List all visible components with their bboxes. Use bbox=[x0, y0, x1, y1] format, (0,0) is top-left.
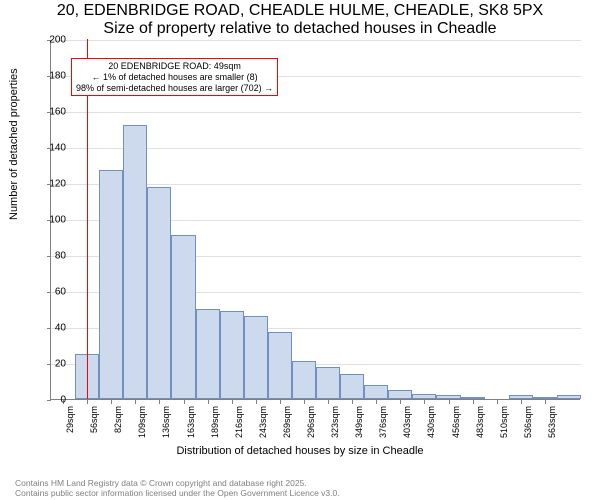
y-tick-label: 200 bbox=[36, 35, 66, 46]
gridline bbox=[51, 112, 581, 113]
histogram-bar bbox=[557, 395, 581, 399]
x-tick-label: 323sqm bbox=[330, 406, 340, 438]
footer-line-2: Contains public sector information licen… bbox=[15, 488, 340, 498]
x-tick-label: 29sqm bbox=[65, 406, 75, 433]
x-tick-label: 376sqm bbox=[378, 406, 388, 438]
histogram-bar bbox=[316, 367, 340, 399]
title-line-1: 20, EDENBRIDGE ROAD, CHEADLE HULME, CHEA… bbox=[0, 2, 600, 20]
x-tick-label: 563sqm bbox=[547, 406, 557, 438]
histogram-bar bbox=[244, 316, 268, 399]
plot-region: 20 EDENBRIDGE ROAD: 49sqm← 1% of detache… bbox=[50, 40, 580, 400]
y-tick-label: 160 bbox=[36, 107, 66, 118]
x-tick bbox=[256, 400, 257, 404]
gridline bbox=[51, 40, 581, 41]
x-tick-label: 136sqm bbox=[161, 406, 171, 438]
annotation-line: ← 1% of detached houses are smaller (8) bbox=[76, 72, 273, 83]
x-tick bbox=[87, 400, 88, 404]
histogram-bar bbox=[99, 170, 123, 399]
x-tick bbox=[280, 400, 281, 404]
y-tick-label: 40 bbox=[36, 323, 66, 334]
x-tick bbox=[111, 400, 112, 404]
x-tick bbox=[232, 400, 233, 404]
x-tick-label: 163sqm bbox=[186, 406, 196, 438]
x-tick-label: 430sqm bbox=[426, 406, 436, 438]
x-tick-label: 403sqm bbox=[402, 406, 412, 438]
y-tick-label: 140 bbox=[36, 143, 66, 154]
x-tick-label: 56sqm bbox=[89, 406, 99, 433]
x-tick-label: 82sqm bbox=[113, 406, 123, 433]
footer-line-1: Contains HM Land Registry data © Crown c… bbox=[15, 478, 340, 488]
x-tick bbox=[208, 400, 209, 404]
x-tick bbox=[135, 400, 136, 404]
x-tick bbox=[159, 400, 160, 404]
x-tick bbox=[449, 400, 450, 404]
x-tick bbox=[521, 400, 522, 404]
x-tick-label: 296sqm bbox=[306, 406, 316, 438]
x-tick-label: 456sqm bbox=[451, 406, 461, 438]
x-axis-label: Distribution of detached houses by size … bbox=[0, 445, 600, 457]
histogram-bar bbox=[171, 235, 195, 399]
histogram-bar bbox=[292, 361, 316, 399]
x-tick-label: 189sqm bbox=[210, 406, 220, 438]
histogram-bar bbox=[147, 187, 171, 399]
chart-title: 20, EDENBRIDGE ROAD, CHEADLE HULME, CHEA… bbox=[0, 2, 600, 38]
histogram-bar bbox=[412, 394, 436, 399]
histogram-bar bbox=[388, 390, 412, 399]
y-tick-label: 80 bbox=[36, 251, 66, 262]
histogram-bar bbox=[220, 311, 244, 399]
x-tick bbox=[184, 400, 185, 404]
x-tick bbox=[352, 400, 353, 404]
x-tick-label: 510sqm bbox=[499, 406, 509, 438]
histogram-bar bbox=[196, 309, 220, 399]
x-tick-label: 536sqm bbox=[523, 406, 533, 438]
annotation-line: 98% of semi-detached houses are larger (… bbox=[76, 83, 273, 94]
y-tick-label: 20 bbox=[36, 359, 66, 370]
x-tick bbox=[497, 400, 498, 404]
x-tick bbox=[545, 400, 546, 404]
y-tick-label: 60 bbox=[36, 287, 66, 298]
x-tick bbox=[328, 400, 329, 404]
footer-attribution: Contains HM Land Registry data © Crown c… bbox=[15, 478, 340, 498]
title-line-2: Size of property relative to detached ho… bbox=[0, 20, 600, 38]
y-tick-label: 180 bbox=[36, 71, 66, 82]
annotation-line: 20 EDENBRIDGE ROAD: 49sqm bbox=[76, 61, 273, 72]
histogram-bar bbox=[364, 385, 388, 399]
x-tick bbox=[304, 400, 305, 404]
y-axis-label: Number of detached properties bbox=[8, 68, 20, 220]
y-tick-label: 0 bbox=[36, 395, 66, 406]
x-tick-label: 349sqm bbox=[354, 406, 364, 438]
x-tick-label: 269sqm bbox=[282, 406, 292, 438]
x-tick bbox=[400, 400, 401, 404]
x-tick-label: 216sqm bbox=[234, 406, 244, 438]
histogram-bar bbox=[436, 395, 460, 399]
y-tick-label: 120 bbox=[36, 179, 66, 190]
histogram-bar bbox=[461, 397, 485, 399]
x-tick-label: 109sqm bbox=[137, 406, 147, 438]
histogram-bar bbox=[340, 374, 364, 399]
x-tick bbox=[473, 400, 474, 404]
histogram-bar bbox=[268, 332, 292, 399]
x-tick-label: 483sqm bbox=[475, 406, 485, 438]
x-tick bbox=[424, 400, 425, 404]
x-tick bbox=[376, 400, 377, 404]
histogram-bar bbox=[123, 125, 147, 399]
annotation-box: 20 EDENBRIDGE ROAD: 49sqm← 1% of detache… bbox=[71, 58, 278, 96]
histogram-bar bbox=[533, 397, 557, 399]
x-tick-label: 243sqm bbox=[258, 406, 268, 438]
histogram-bar bbox=[509, 395, 533, 399]
chart-plot-area: 20 EDENBRIDGE ROAD: 49sqm← 1% of detache… bbox=[50, 40, 580, 400]
y-tick-label: 100 bbox=[36, 215, 66, 226]
